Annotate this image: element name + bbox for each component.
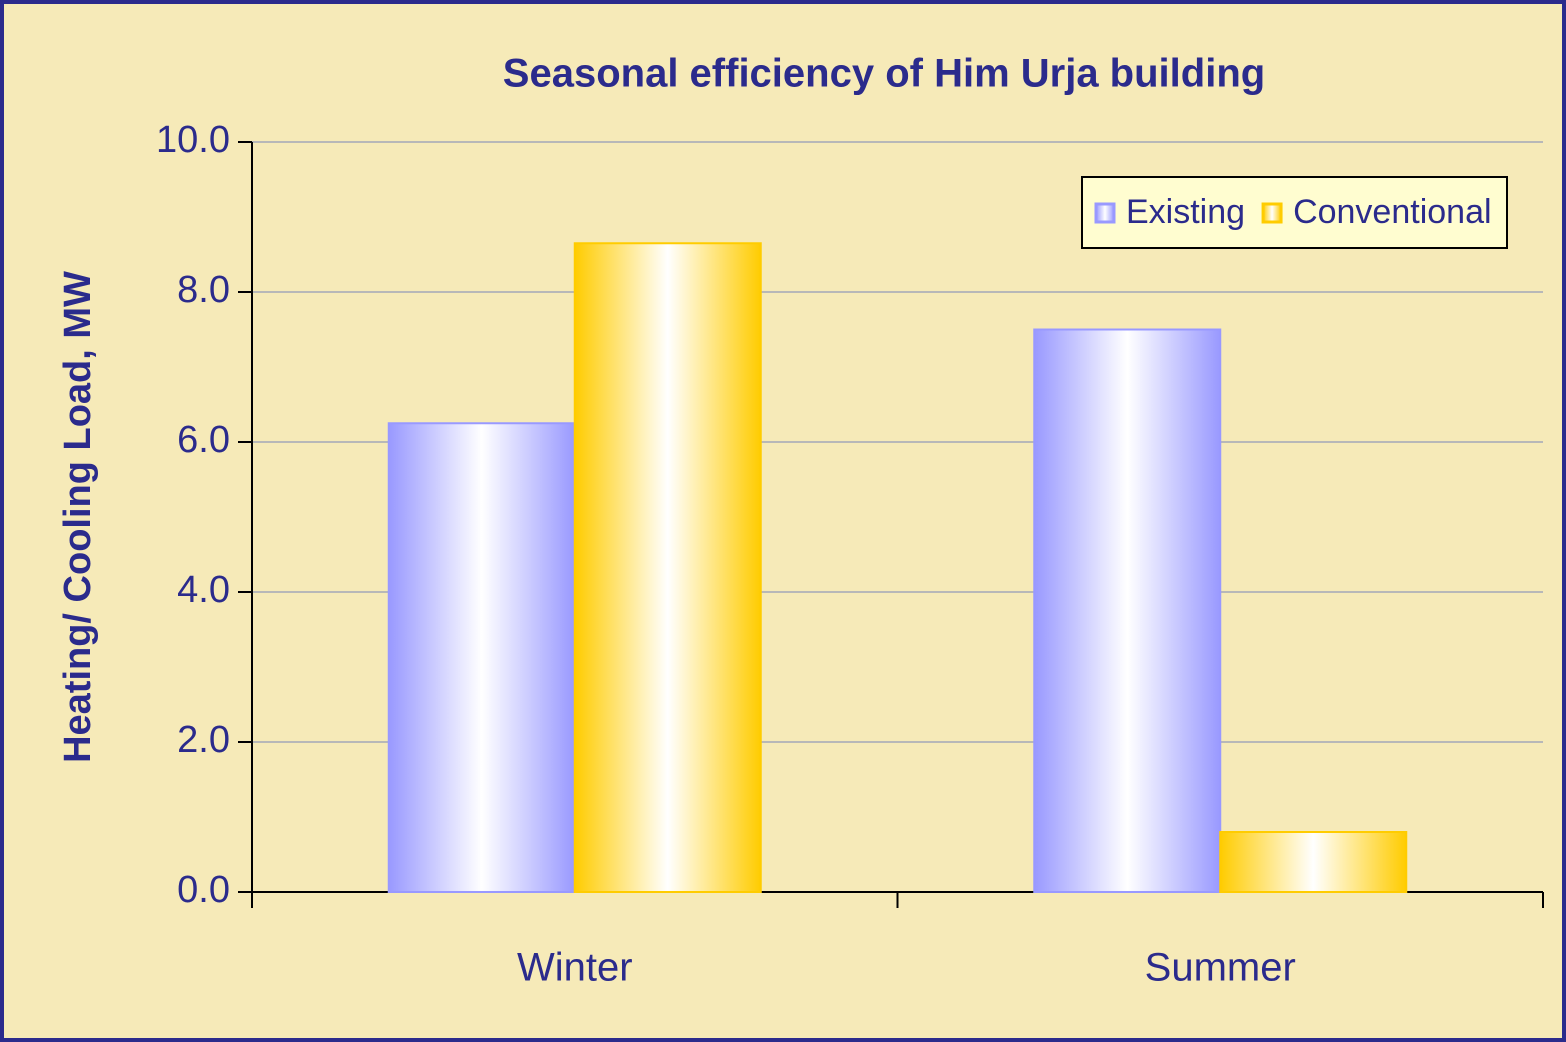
legend-label: Existing — [1126, 193, 1245, 231]
bar — [573, 242, 762, 893]
legend-label: Conventional — [1293, 193, 1491, 231]
y-axis-label: Heating/ Cooling Load, MW — [57, 271, 99, 763]
y-tick-label: 4.0 — [177, 569, 230, 611]
legend-swatch — [1261, 202, 1283, 224]
bar — [1219, 831, 1408, 893]
y-tick-label: 8.0 — [177, 269, 230, 311]
y-tick-label: 2.0 — [177, 719, 230, 761]
legend-box — [1081, 176, 1508, 249]
bar — [1033, 328, 1222, 893]
legend-swatch — [1094, 202, 1116, 224]
y-tick-label: 6.0 — [177, 419, 230, 461]
chart-title: Seasonal efficiency of Him Urja building — [503, 52, 1265, 96]
x-tick-label: Winter — [517, 946, 633, 990]
bar — [387, 422, 576, 893]
y-tick-label: 0.0 — [177, 869, 230, 911]
x-tick-label: Summer — [1145, 946, 1296, 990]
y-tick-label: 10.0 — [156, 119, 230, 161]
